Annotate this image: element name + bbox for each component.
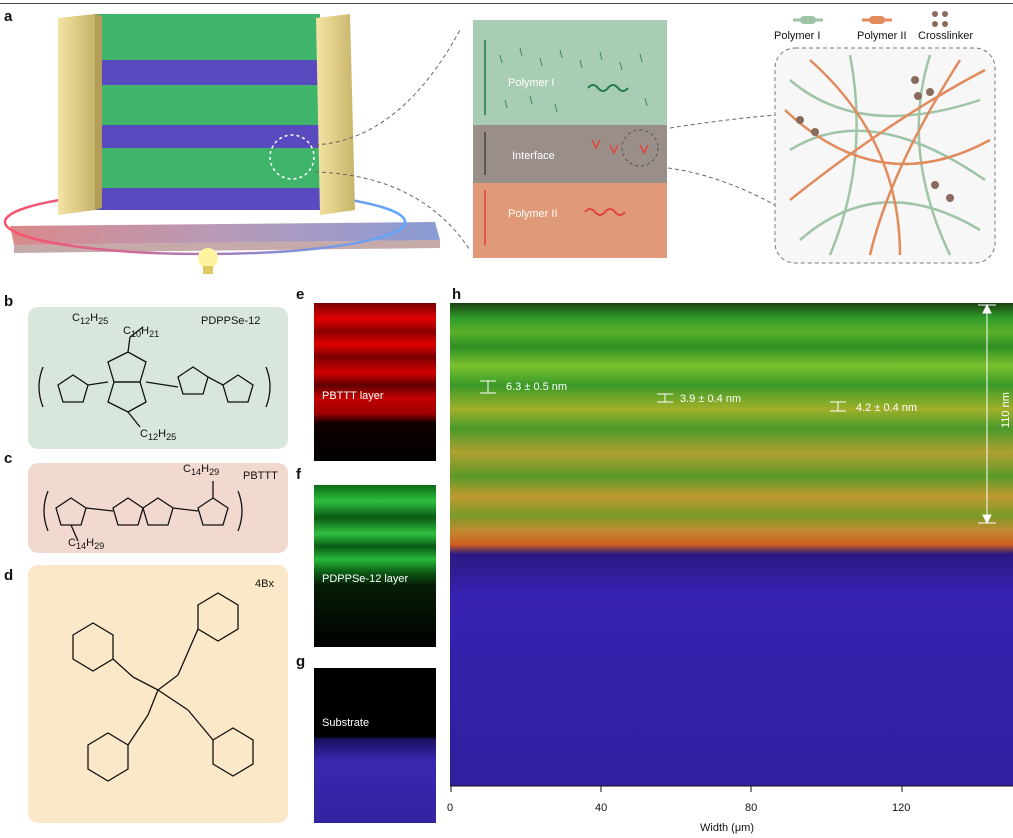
- light-bulb-icon: [198, 248, 218, 274]
- caption-pbttt-layer: PBTTT layer: [322, 390, 384, 402]
- side-chain-label-b1: C12H25: [72, 312, 109, 327]
- caption-pdppse12-layer: PDPPSe-12 layer: [322, 573, 409, 585]
- panel-h-annotations: [450, 303, 1013, 792]
- side-chain-label-b3: C12H25: [140, 428, 177, 443]
- polymer-film-stack: [95, 14, 320, 210]
- crosslinked-network: [774, 47, 996, 264]
- eds-overlay-map: [450, 303, 1013, 786]
- zoom-circle: [269, 134, 315, 180]
- eds-map-substrate: [314, 668, 436, 823]
- electrode-left: [58, 14, 102, 215]
- panel-c-box: [28, 463, 288, 553]
- legend-polymer-2: Polymer II: [857, 30, 907, 42]
- panel-b-name: PDPPSe-12: [201, 315, 261, 327]
- annotation-spacing-2: 3.9 ± 0.4 nm: [680, 393, 742, 405]
- top-rule: [0, 3, 1013, 4]
- label-polymer-2: Polymer II: [508, 208, 558, 220]
- xtick-0: 0: [447, 802, 454, 814]
- legend-crosslinker: Crosslinker: [918, 30, 974, 42]
- panel-label-a: a: [4, 8, 13, 25]
- 4bx-structure: [72, 592, 254, 782]
- panel-a-figure: [3, 11, 996, 274]
- interface-schematic: [473, 20, 667, 258]
- eds-map-pdppse12: [314, 485, 436, 647]
- xtick-120: 120: [892, 802, 911, 814]
- pbttt-structure: [43, 481, 243, 542]
- panel-label-c: c: [4, 450, 13, 467]
- panel-label-e: e: [296, 286, 305, 303]
- eds-map-pbttt: [314, 303, 436, 461]
- legend-polymer-1: Polymer I: [774, 30, 821, 42]
- annotation-spacing-1: 6.3 ± 0.5 nm: [506, 381, 568, 393]
- side-chain-label-c1: C14H29: [183, 463, 220, 478]
- label-polymer-1: Polymer I: [508, 77, 555, 89]
- panel-b-box: [28, 307, 288, 449]
- panel-d-name: 4Bx: [255, 578, 274, 590]
- legend-icons: [793, 11, 948, 27]
- panel-label-f: f: [296, 466, 301, 483]
- x-axis-label: Width (μm): [700, 822, 755, 834]
- caption-substrate: Substrate: [322, 717, 370, 729]
- panel-d-box: [28, 565, 288, 823]
- annotation-spacing-3: 4.2 ± 0.4 nm: [856, 402, 918, 414]
- pdppse12-structure: [38, 326, 271, 428]
- panel-label-b: b: [4, 293, 14, 310]
- panel-label-h: h: [452, 286, 462, 303]
- xtick-40: 40: [595, 802, 608, 814]
- side-chain-label-c2: C14H29: [68, 537, 105, 552]
- electrode-right: [316, 14, 355, 215]
- label-interface: Interface: [512, 150, 555, 162]
- panel-label-g: g: [296, 653, 306, 670]
- panel-c-name: PBTTT: [243, 470, 278, 482]
- panel-label-d: d: [4, 567, 14, 584]
- side-chain-label-b2: C10H21: [123, 325, 160, 340]
- scale-bar-label: 110 nm: [1000, 392, 1012, 428]
- device-substrate: [10, 222, 440, 253]
- xtick-80: 80: [745, 802, 758, 814]
